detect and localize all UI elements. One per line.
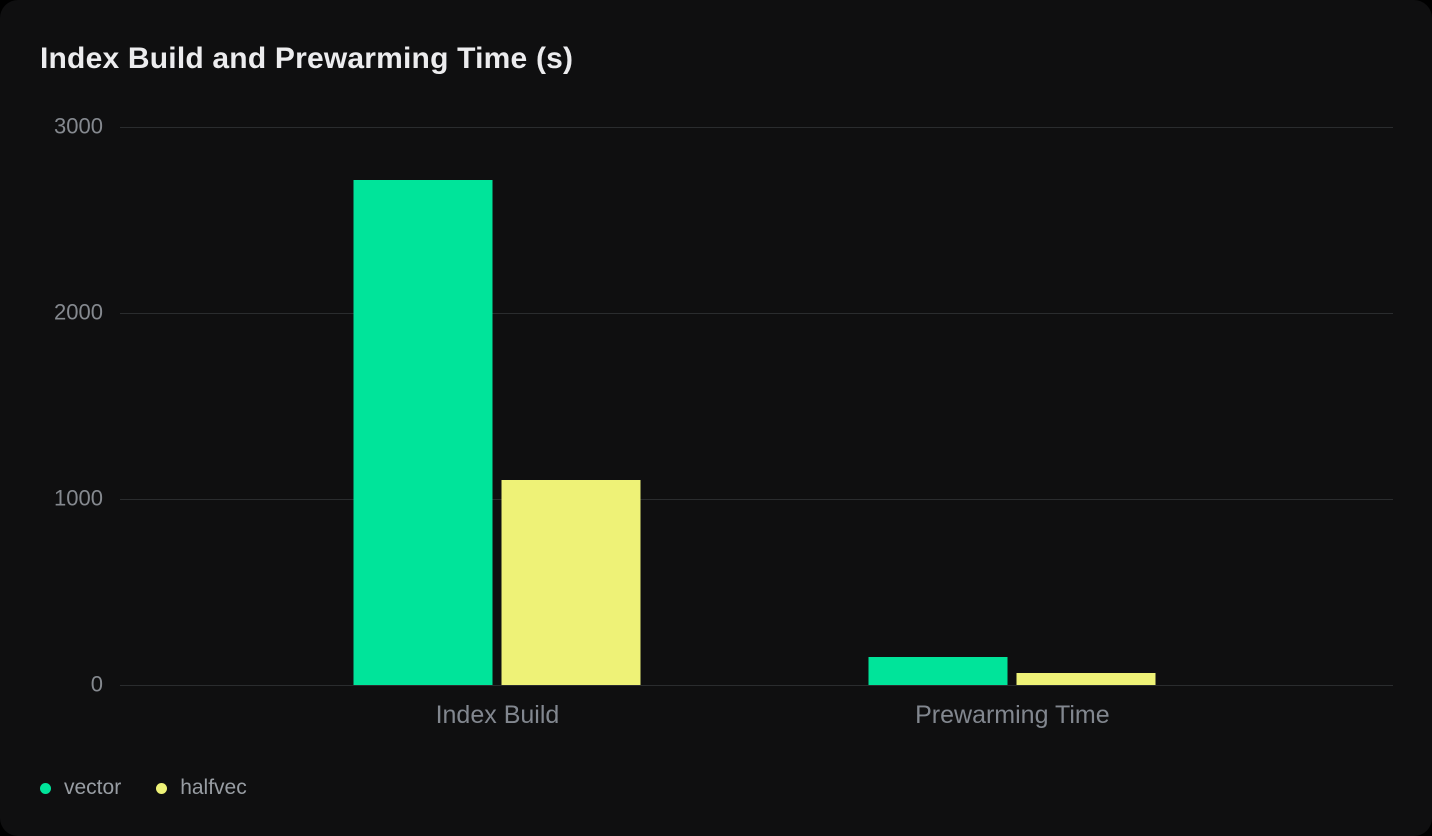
legend-dot-vector — [40, 782, 51, 794]
legend-item-halfvec[interactable]: halfvec — [156, 776, 247, 800]
bar-vector-index-build — [353, 180, 493, 685]
chart-title: Index Build and Prewarming Time (s) — [40, 42, 574, 75]
x-category-label-prewarming-time: Prewarming Time — [915, 701, 1110, 729]
bar-halfvec-prewarming-time — [1016, 672, 1156, 685]
bar-vector-prewarming-time — [868, 657, 1008, 685]
plot-area: 0 1000 2000 3000 Index Build Prewarming Time — [54, 113, 1393, 729]
legend-label-vector: vector — [64, 776, 122, 799]
y-tick-label: 0 — [90, 671, 103, 697]
y-tick-label: 3000 — [54, 113, 103, 139]
x-category-label-index-build: Index Build — [435, 701, 560, 729]
gridline — [120, 684, 1393, 686]
y-tick-label: 1000 — [54, 485, 103, 511]
gridline — [120, 312, 1393, 314]
legend: vector halfvec — [40, 776, 247, 800]
gridline — [120, 498, 1393, 500]
legend-label-halfvec: halfvec — [180, 776, 247, 799]
legend-dot-halfvec — [156, 782, 168, 794]
bar-group-prewarming-time — [868, 127, 1156, 685]
bar-group-index-build — [353, 127, 641, 685]
bar-halfvec-index-build — [501, 480, 641, 685]
gridline — [120, 126, 1393, 128]
legend-item-vector[interactable]: vector — [40, 776, 121, 800]
y-tick-label: 2000 — [54, 299, 103, 325]
